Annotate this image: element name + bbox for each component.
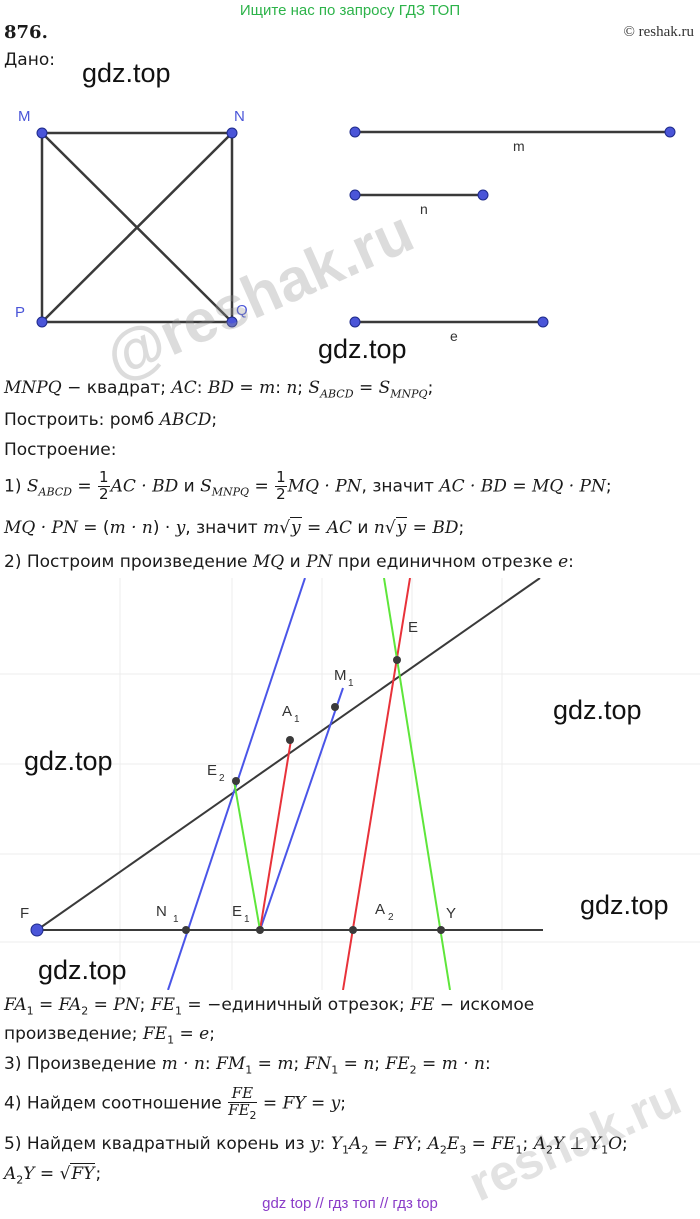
task-statement: Построить: ромб ABCD; xyxy=(4,410,218,430)
construction-heading: Построение: xyxy=(4,440,117,460)
step-4-line: 4) Найдем соотношение FE FE2 = FY = y; xyxy=(4,1084,347,1122)
gdz-watermark: gdz.top xyxy=(38,955,127,985)
segment-label-e: e xyxy=(450,328,458,344)
point-label-e: E xyxy=(408,619,418,636)
segment-label-n: n xyxy=(420,201,428,217)
point-label-y: Y xyxy=(446,905,456,922)
point-label-e2-sub: 2 xyxy=(219,773,225,784)
search-banner[interactable]: Ищите нас по запросу ГДЗ ТОП xyxy=(239,2,461,19)
step-3-line: 3) Произведение m · n: FM1 = m; FN1 = n;… xyxy=(4,1054,491,1077)
gdz-watermark: gdz.top xyxy=(318,334,407,364)
gdz-watermark: gdz.top xyxy=(580,890,669,920)
step-2-line: 2) Построим произведение MQ и PN при еди… xyxy=(4,552,574,572)
point-label-m: M xyxy=(18,108,31,125)
point-label-e1: E xyxy=(232,903,242,920)
step-1-continuation: MQ · PN = (m · n) · y, значит m√y = AC и… xyxy=(4,517,465,538)
footer-links[interactable]: gdz top // гдз топ // гдз top xyxy=(262,1195,438,1212)
point-label-n1: N xyxy=(156,903,167,920)
point-label-p: P xyxy=(15,304,25,321)
problem-number: 876. xyxy=(4,22,48,43)
point-label-f: F xyxy=(20,905,29,922)
point-label-a1: A xyxy=(282,703,292,720)
copyright-notice: © reshak.ru xyxy=(623,24,694,40)
segment-label-m: m xyxy=(513,138,525,154)
point-label-n: N xyxy=(234,108,245,125)
point-label-a2-sub: 2 xyxy=(388,912,394,923)
given-label: Дано: xyxy=(4,50,55,70)
point-label-a1-sub: 1 xyxy=(294,714,300,725)
point-label-m1-sub: 1 xyxy=(348,678,354,689)
step-1-line: 1) SABCD = 1 2 AC · BD и SMNPQ = 1 2 MQ · PN… xyxy=(4,468,612,503)
step-5-line: 5) Найдем квадратный корень из y: Y1A2 =… xyxy=(4,1134,628,1157)
point-label-n1-sub: 1 xyxy=(173,914,179,925)
construction-notes: FA1 = FA2 = PN; FE1 = −единичный отрезок… xyxy=(4,995,535,1018)
gdz-watermark: gdz.top xyxy=(24,746,113,776)
point-label-a2: A xyxy=(375,901,385,918)
step-5-result: A2Y = √FY; xyxy=(4,1163,102,1187)
point-label-e1-sub: 1 xyxy=(244,914,250,925)
given-conditions: MNPQ − квадрат; AC: BD = m: n; SABCD = S… xyxy=(4,378,434,401)
point-label-e2: E xyxy=(207,762,217,779)
given-figure: M N P Q m n e xyxy=(15,108,676,344)
point-label-m1: M xyxy=(334,667,347,684)
construction-notes-2: произведение; FE1 = e; xyxy=(4,1024,215,1047)
construction-figure: F N 1 E 1 A 2 Y E 2 A 1 M 1 E xyxy=(0,578,700,990)
point-label-q: Q xyxy=(236,302,248,319)
gdz-watermark: gdz.top xyxy=(82,58,171,88)
gdz-watermark: gdz.top xyxy=(553,695,642,725)
